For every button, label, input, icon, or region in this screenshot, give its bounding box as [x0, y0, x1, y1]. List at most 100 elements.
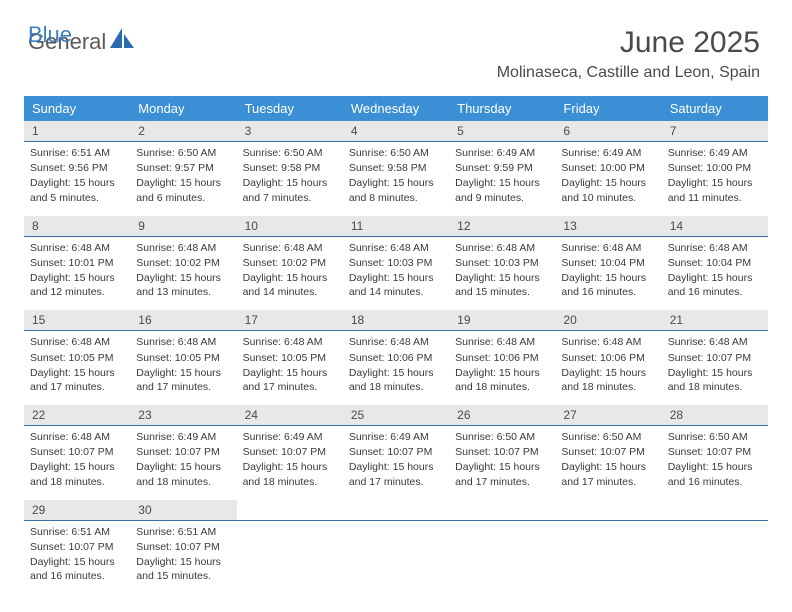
- sunrise-text: Sunrise: 6:50 AM: [668, 430, 762, 444]
- daylight-text: Daylight: 15 hours and 13 minutes.: [136, 271, 230, 299]
- sunrise-text: Sunrise: 6:48 AM: [668, 241, 762, 255]
- day-number-row: 891011121314: [24, 216, 768, 237]
- day-number: 9: [130, 216, 236, 236]
- sunrise-text: Sunrise: 6:48 AM: [455, 241, 549, 255]
- daylight-text: Daylight: 15 hours and 6 minutes.: [136, 176, 230, 204]
- day-number: 30: [130, 500, 236, 520]
- daylight-text: Daylight: 15 hours and 5 minutes.: [30, 176, 124, 204]
- sunset-text: Sunset: 10:00 PM: [561, 161, 655, 175]
- day-header: Friday: [555, 96, 661, 121]
- logo-sail-icon: [110, 28, 136, 55]
- day-cell: Sunrise: 6:48 AMSunset: 10:03 PMDaylight…: [449, 237, 555, 311]
- day-number: [449, 500, 555, 520]
- day-cell: Sunrise: 6:49 AMSunset: 10:07 PMDaylight…: [237, 426, 343, 500]
- day-header-row: Sunday Monday Tuesday Wednesday Thursday…: [24, 96, 768, 121]
- day-number: 25: [343, 405, 449, 425]
- day-number: [662, 500, 768, 520]
- daylight-text: Daylight: 15 hours and 16 minutes.: [30, 555, 124, 583]
- day-number: 10: [237, 216, 343, 236]
- sunrise-text: Sunrise: 6:49 AM: [561, 146, 655, 160]
- day-number: 29: [24, 500, 130, 520]
- day-number: 17: [237, 310, 343, 330]
- sunrise-text: Sunrise: 6:50 AM: [243, 146, 337, 160]
- sunrise-text: Sunrise: 6:48 AM: [243, 241, 337, 255]
- day-cell: Sunrise: 6:48 AMSunset: 10:04 PMDaylight…: [662, 237, 768, 311]
- day-content-row: Sunrise: 6:51 AMSunset: 9:56 PMDaylight:…: [24, 142, 768, 216]
- day-number: 18: [343, 310, 449, 330]
- day-number-row: 1234567: [24, 121, 768, 142]
- sunrise-text: Sunrise: 6:50 AM: [349, 146, 443, 160]
- day-cell: Sunrise: 6:51 AMSunset: 9:56 PMDaylight:…: [24, 142, 130, 216]
- sunset-text: Sunset: 9:57 PM: [136, 161, 230, 175]
- day-number: 20: [555, 310, 661, 330]
- day-cell: Sunrise: 6:49 AMSunset: 10:00 PMDaylight…: [662, 142, 768, 216]
- day-cell: Sunrise: 6:48 AMSunset: 10:05 PMDaylight…: [237, 331, 343, 405]
- daylight-text: Daylight: 15 hours and 12 minutes.: [30, 271, 124, 299]
- daylight-text: Daylight: 15 hours and 10 minutes.: [561, 176, 655, 204]
- day-cell: Sunrise: 6:48 AMSunset: 10:02 PMDaylight…: [130, 237, 236, 311]
- sunset-text: Sunset: 10:07 PM: [668, 445, 762, 459]
- day-number-row: 22232425262728: [24, 405, 768, 426]
- day-number: 24: [237, 405, 343, 425]
- sunrise-text: Sunrise: 6:50 AM: [455, 430, 549, 444]
- sunrise-text: Sunrise: 6:48 AM: [561, 241, 655, 255]
- sunrise-text: Sunrise: 6:49 AM: [455, 146, 549, 160]
- day-header: Saturday: [662, 96, 768, 121]
- sunrise-text: Sunrise: 6:49 AM: [136, 430, 230, 444]
- sunset-text: Sunset: 10:04 PM: [561, 256, 655, 270]
- daylight-text: Daylight: 15 hours and 17 minutes.: [561, 460, 655, 488]
- sunrise-text: Sunrise: 6:48 AM: [30, 335, 124, 349]
- day-number: 2: [130, 121, 236, 141]
- daylight-text: Daylight: 15 hours and 17 minutes.: [349, 460, 443, 488]
- sunset-text: Sunset: 10:07 PM: [243, 445, 337, 459]
- day-cell: [343, 521, 449, 595]
- day-cell: Sunrise: 6:51 AMSunset: 10:07 PMDaylight…: [130, 521, 236, 595]
- daylight-text: Daylight: 15 hours and 9 minutes.: [455, 176, 549, 204]
- day-number: 1: [24, 121, 130, 141]
- day-cell: Sunrise: 6:50 AMSunset: 9:58 PMDaylight:…: [343, 142, 449, 216]
- daylight-text: Daylight: 15 hours and 18 minutes.: [349, 366, 443, 394]
- day-number: [555, 500, 661, 520]
- sunrise-text: Sunrise: 6:48 AM: [243, 335, 337, 349]
- day-cell: Sunrise: 6:48 AMSunset: 10:07 PMDaylight…: [662, 331, 768, 405]
- daylight-text: Daylight: 15 hours and 18 minutes.: [243, 460, 337, 488]
- daylight-text: Daylight: 15 hours and 17 minutes.: [30, 366, 124, 394]
- daylight-text: Daylight: 15 hours and 14 minutes.: [349, 271, 443, 299]
- sunrise-text: Sunrise: 6:48 AM: [349, 335, 443, 349]
- sunset-text: Sunset: 9:59 PM: [455, 161, 549, 175]
- day-content-row: Sunrise: 6:48 AMSunset: 10:07 PMDaylight…: [24, 426, 768, 500]
- daylight-text: Daylight: 15 hours and 17 minutes.: [455, 460, 549, 488]
- daylight-text: Daylight: 15 hours and 18 minutes.: [30, 460, 124, 488]
- sunrise-text: Sunrise: 6:50 AM: [136, 146, 230, 160]
- daylight-text: Daylight: 15 hours and 7 minutes.: [243, 176, 337, 204]
- sunset-text: Sunset: 9:58 PM: [243, 161, 337, 175]
- day-header: Tuesday: [237, 96, 343, 121]
- sunset-text: Sunset: 10:07 PM: [561, 445, 655, 459]
- day-number: 15: [24, 310, 130, 330]
- sunrise-text: Sunrise: 6:48 AM: [136, 241, 230, 255]
- sunset-text: Sunset: 10:03 PM: [349, 256, 443, 270]
- day-cell: Sunrise: 6:50 AMSunset: 10:07 PMDaylight…: [449, 426, 555, 500]
- daylight-text: Daylight: 15 hours and 18 minutes.: [455, 366, 549, 394]
- sunset-text: Sunset: 10:06 PM: [561, 351, 655, 365]
- daylight-text: Daylight: 15 hours and 8 minutes.: [349, 176, 443, 204]
- day-cell: Sunrise: 6:48 AMSunset: 10:05 PMDaylight…: [24, 331, 130, 405]
- daylight-text: Daylight: 15 hours and 18 minutes.: [561, 366, 655, 394]
- daylight-text: Daylight: 15 hours and 18 minutes.: [136, 460, 230, 488]
- daylight-text: Daylight: 15 hours and 16 minutes.: [561, 271, 655, 299]
- sunset-text: Sunset: 10:06 PM: [455, 351, 549, 365]
- day-cell: [237, 521, 343, 595]
- sunrise-text: Sunrise: 6:48 AM: [668, 335, 762, 349]
- day-content-row: Sunrise: 6:48 AMSunset: 10:01 PMDaylight…: [24, 237, 768, 311]
- day-number: [343, 500, 449, 520]
- sunset-text: Sunset: 9:58 PM: [349, 161, 443, 175]
- day-number: 28: [662, 405, 768, 425]
- day-cell: [555, 521, 661, 595]
- day-cell: Sunrise: 6:49 AMSunset: 10:07 PMDaylight…: [130, 426, 236, 500]
- sunset-text: Sunset: 10:01 PM: [30, 256, 124, 270]
- sunrise-text: Sunrise: 6:49 AM: [349, 430, 443, 444]
- sunset-text: Sunset: 10:07 PM: [30, 540, 124, 554]
- day-number: 14: [662, 216, 768, 236]
- daylight-text: Daylight: 15 hours and 17 minutes.: [136, 366, 230, 394]
- day-number: 5: [449, 121, 555, 141]
